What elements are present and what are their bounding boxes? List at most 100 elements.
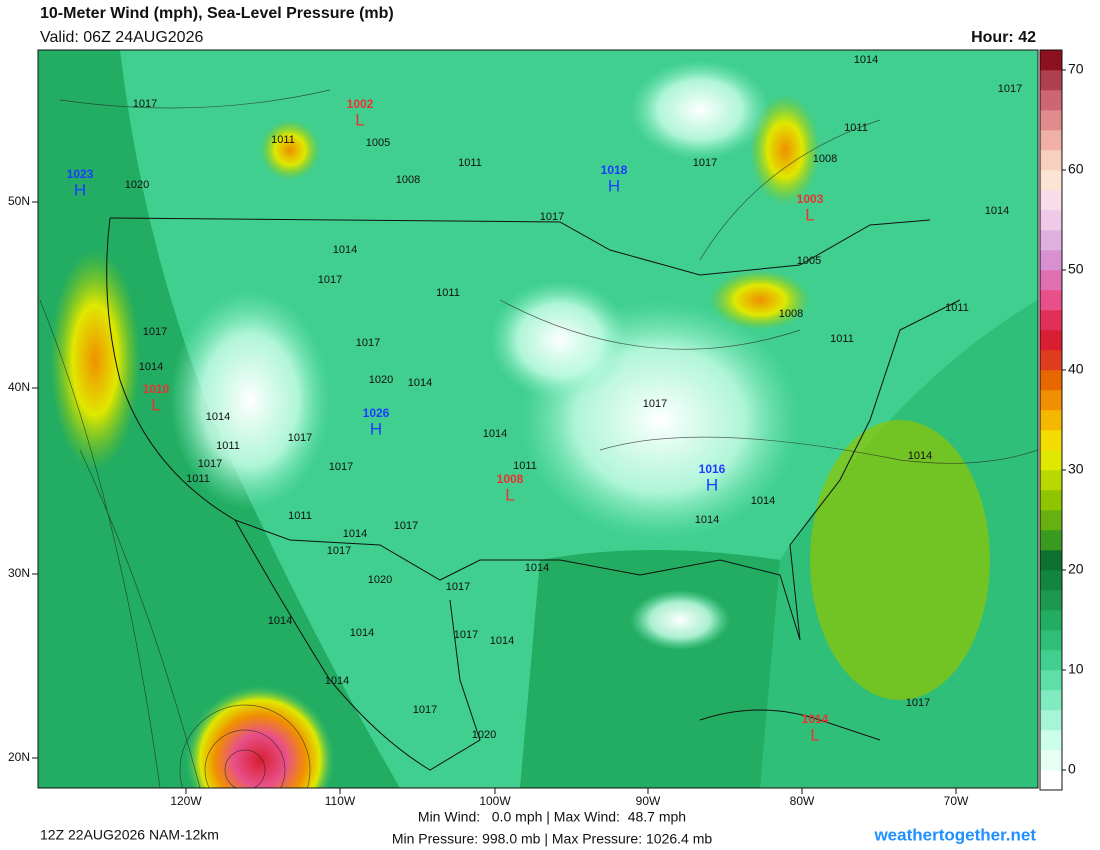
colorbar-swatch — [1040, 690, 1062, 711]
center-letter: H — [74, 180, 86, 199]
isobar — [204, 729, 286, 788]
isobar-label: 1014 — [139, 361, 163, 373]
cuba — [699, 709, 881, 741]
isobar-label: 1017 — [540, 211, 564, 223]
colorbar-swatch — [1040, 250, 1062, 271]
isobars — [39, 89, 1038, 788]
isobar-label: 1017 — [133, 98, 157, 110]
colorbar-swatch — [1040, 370, 1062, 391]
isobar-label: 1017 — [446, 581, 470, 593]
isobar-label: 1017 — [454, 629, 478, 641]
calm-canada — [630, 60, 770, 160]
isobar-label: 1014 — [490, 635, 514, 647]
lon-label: 110W — [325, 794, 356, 808]
isobar — [39, 299, 161, 788]
isobar-label: 1014 — [333, 244, 357, 256]
isobar-label: 1014 — [268, 615, 292, 627]
isobar-label: 1008 — [396, 174, 420, 186]
colorbar-swatch — [1040, 630, 1062, 651]
borders — [106, 217, 961, 771]
isobar-label: 1017 — [998, 83, 1022, 95]
canada-wind — [260, 120, 320, 180]
isobar-label: 1008 — [779, 308, 803, 320]
colorbar-swatch — [1040, 530, 1062, 551]
colorbar-swatch — [1040, 90, 1062, 111]
center-value: 1002 — [347, 97, 374, 111]
isobar-label: 1005 — [366, 137, 390, 149]
isobar-label: 1017 — [693, 157, 717, 169]
isobar-label: 1011 — [513, 460, 537, 472]
isobar-label: 1014 — [325, 675, 349, 687]
colorbar-swatch — [1040, 650, 1062, 671]
isobar-label: 1017 — [143, 326, 167, 338]
isobar-label: 1014 — [751, 495, 775, 507]
colorbar-swatch — [1040, 670, 1062, 691]
isobar-label: 1011 — [436, 287, 460, 299]
colorbar-swatch — [1040, 170, 1062, 191]
colorbar-tick-label: 20 — [1068, 561, 1084, 577]
isobar-label: 1011 — [271, 134, 295, 146]
center-letter: H — [608, 176, 620, 195]
colorbar-swatch — [1040, 330, 1062, 351]
lake-wind — [710, 270, 810, 330]
isobar-label: 1014 — [483, 428, 507, 440]
colorbar-swatch — [1040, 50, 1062, 71]
isobar-label: 1017 — [643, 398, 667, 410]
isobar-label: 1011 — [186, 473, 210, 485]
overlay: 50N 40N 30N 20N 120W 110W 100W 90W 80W 70W 1017 101… — [8, 54, 1022, 808]
colorbar-swatch — [1040, 450, 1062, 471]
isobar-label: 1017 — [413, 704, 437, 716]
map-frame — [37, 49, 1039, 789]
isobar-label: 1014 — [408, 377, 432, 389]
isobar-label: 1017 — [288, 432, 312, 444]
center-value: 1026 — [363, 406, 390, 420]
isobar — [699, 119, 881, 261]
valid-time: Valid: 06Z 24AUG2026 — [40, 29, 203, 46]
isobar — [224, 749, 266, 788]
center-value: 1010 — [143, 382, 170, 396]
isobar-label: 1008 — [813, 153, 837, 165]
lon-label: 90W — [636, 794, 661, 808]
isobar-label: 1014 — [854, 54, 878, 66]
lat-label: 50N — [8, 194, 30, 208]
isobar-label: 1011 — [216, 440, 240, 452]
isobar-label: 1020 — [472, 729, 496, 741]
colorbar-swatch — [1040, 750, 1062, 771]
center-letter: H — [706, 475, 718, 494]
center-value: 1023 — [67, 167, 94, 181]
isobar-label: 1005 — [797, 255, 821, 267]
isobar — [499, 299, 801, 350]
colorbar-frame — [1039, 49, 1063, 791]
isobar-label: 1014 — [908, 450, 932, 462]
wind-range: Min Wind: 0.0 mph | Max Wind: 48.7 mph — [418, 809, 686, 825]
colorbar-swatch — [1040, 270, 1062, 291]
colorbar-tick-label: 10 — [1068, 661, 1084, 677]
center-value: 1014 — [802, 712, 829, 726]
colorbar-tick-label: 50 — [1068, 261, 1084, 277]
isobar-label: 1014 — [206, 411, 230, 423]
isobar-label: 1020 — [368, 574, 392, 586]
calm-west — [170, 290, 330, 510]
gulf — [520, 550, 780, 788]
colorbar-swatch — [1040, 470, 1062, 491]
colorbar-swatch — [1040, 730, 1062, 751]
colorbar-swatch — [1040, 490, 1062, 511]
lat-label: 30N — [8, 566, 30, 580]
center-letter: H — [370, 419, 382, 438]
calm-gulf — [630, 590, 730, 650]
colorbar-swatch — [1040, 590, 1062, 611]
lon-label: 120W — [170, 794, 202, 808]
isobar-label: 1017 — [906, 697, 930, 709]
center-letter: L — [805, 205, 814, 224]
isobar-label: 1017 — [329, 461, 353, 473]
colorbar-swatch — [1040, 150, 1062, 171]
isobar-label: 1020 — [369, 374, 393, 386]
colorbar: 0 10 20 30 40 50 60 70 — [1040, 50, 1084, 791]
center-value: 1018 — [601, 163, 628, 177]
